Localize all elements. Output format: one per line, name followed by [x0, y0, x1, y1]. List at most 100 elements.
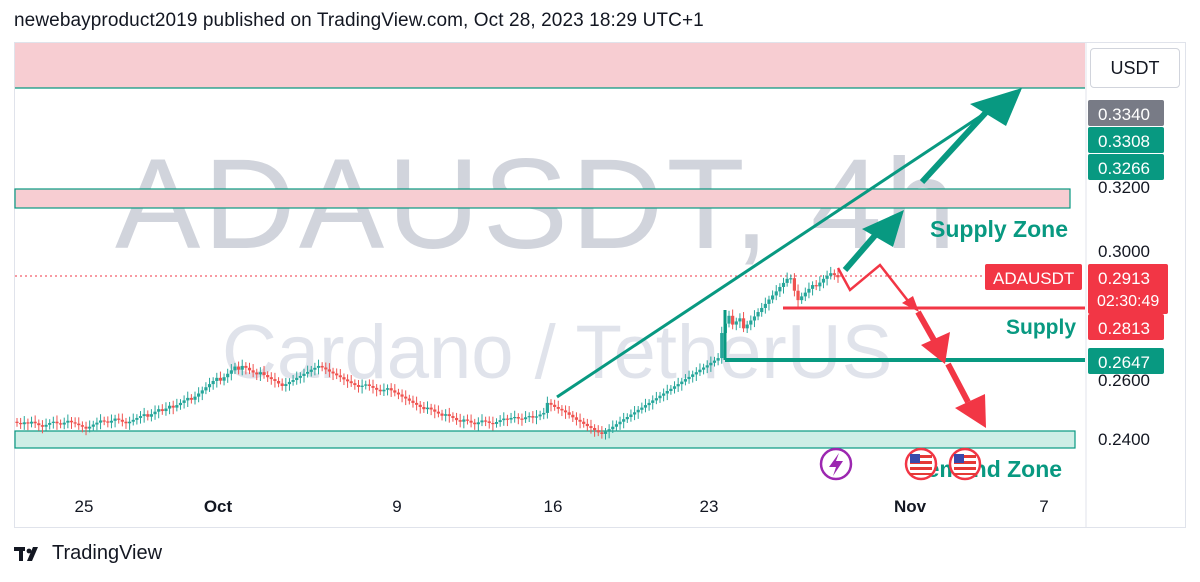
- footer-brand-text: TradingView: [52, 542, 163, 564]
- candle-body: [51, 421, 55, 423]
- candle-body: [560, 408, 564, 411]
- candle-body: [451, 416, 455, 418]
- candle-body: [302, 373, 306, 376]
- y-tick: 0.2600: [1098, 371, 1150, 390]
- candle-body: [280, 383, 284, 386]
- demand-zone-band: [14, 430, 1076, 449]
- candle-body: [785, 278, 789, 283]
- candle-body: [255, 372, 259, 375]
- candle-body: [484, 420, 488, 422]
- price-tag-bg: [1088, 348, 1164, 374]
- candle-body: [527, 416, 531, 418]
- x-tick: 16: [544, 497, 563, 516]
- candle-body: [375, 387, 379, 390]
- candle-body: [444, 414, 448, 416]
- lightning-event-icon[interactable]: [819, 447, 853, 481]
- candle-body: [756, 312, 760, 317]
- candle-body: [563, 410, 568, 413]
- candle-body: [429, 407, 433, 410]
- candle-body: [741, 318, 746, 329]
- y-tick: 0.3200: [1098, 178, 1150, 197]
- candle-body: [22, 422, 26, 425]
- candle-body: [102, 420, 106, 422]
- candle-body: [691, 374, 695, 377]
- candle-body: [98, 420, 103, 423]
- candle-body: [465, 419, 470, 421]
- y-tick: 0.3000: [1098, 242, 1150, 261]
- candle-body: [164, 408, 168, 412]
- candle-body: [433, 409, 437, 412]
- candle-body: [244, 365, 248, 368]
- candle-body: [171, 405, 175, 408]
- candle-body: [596, 430, 600, 433]
- candle-body: [407, 398, 411, 401]
- candle-body: [534, 416, 539, 418]
- candle-body: [647, 402, 651, 406]
- candle-body: [473, 422, 477, 425]
- candle-body: [814, 285, 818, 287]
- uptrend-line: [556, 88, 1021, 399]
- candle-body: [324, 367, 328, 370]
- y-axis-ticks: 0.3200 0.3000 0.2600 0.2400: [1098, 178, 1150, 449]
- candle-body: [778, 286, 782, 292]
- top-resistance-zone: [15, 43, 1085, 88]
- candle-body: [462, 419, 466, 422]
- candle-body: [829, 273, 833, 276]
- candle-body: [593, 427, 597, 431]
- candle-body: [142, 414, 146, 417]
- candle-body: [491, 422, 495, 425]
- candle-body: [818, 282, 822, 287]
- candle-body: [58, 423, 63, 425]
- candle-body: [222, 377, 226, 381]
- candle-body: [120, 419, 124, 422]
- candle-body: [338, 375, 342, 378]
- candle-body: [193, 396, 197, 400]
- currency-selector[interactable]: USDT: [1090, 48, 1180, 88]
- candle-body: [836, 275, 840, 278]
- candle-body: [153, 411, 157, 415]
- candle-body: [672, 386, 677, 389]
- candle-body: [487, 421, 491, 423]
- candle-body: [436, 411, 440, 414]
- candle-body: [687, 376, 691, 380]
- symbol-tag-bg: [985, 264, 1082, 290]
- price-tag-2: 0.3266: [1098, 159, 1150, 178]
- tradingview-logo-icon: [14, 546, 38, 561]
- candle-body: [360, 385, 364, 387]
- candle-body: [295, 377, 299, 381]
- x-tick: 23: [700, 497, 719, 516]
- candle-body: [356, 385, 361, 387]
- candle-body: [284, 384, 288, 386]
- candle-body: [200, 390, 204, 394]
- candle-body: [62, 422, 66, 425]
- x-tick: 9: [392, 497, 401, 516]
- candle-body: [197, 393, 201, 397]
- candle-body: [335, 373, 339, 376]
- last-price-tag-bg: [1088, 264, 1168, 314]
- candle-body: [236, 366, 241, 370]
- candle-body: [582, 421, 586, 424]
- candle-body: [712, 360, 717, 363]
- bearish-arrow-2: [945, 362, 986, 428]
- candle-body: [676, 384, 680, 387]
- candle-body: [502, 418, 506, 421]
- price-tag-bg: [1088, 314, 1164, 340]
- candle-body: [69, 420, 74, 423]
- x-tick: Nov: [894, 497, 927, 516]
- candle-body: [498, 420, 502, 423]
- candle-body: [167, 405, 172, 409]
- candle-body: [803, 292, 807, 297]
- candle-body: [84, 426, 88, 429]
- x-tick: Oct: [204, 497, 233, 516]
- candle-body: [113, 418, 117, 421]
- candle-body: [454, 417, 459, 421]
- candle-body: [603, 431, 608, 434]
- symbol-tag: ADAUSDT: [993, 269, 1074, 288]
- candle-body: [218, 377, 223, 381]
- candle-body: [291, 380, 295, 382]
- us-flag-event-icon[interactable]: [904, 447, 938, 481]
- us-flag-event-icon-2[interactable]: [948, 447, 982, 481]
- candle-body: [211, 380, 215, 385]
- candle-body: [247, 367, 252, 371]
